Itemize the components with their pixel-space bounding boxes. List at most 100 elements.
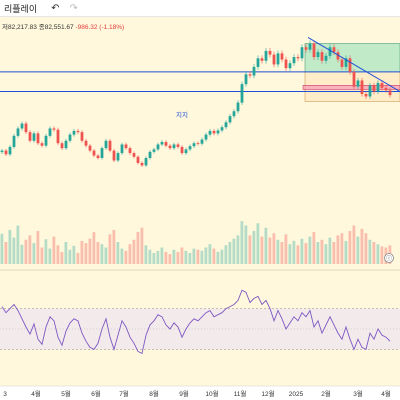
candle bbox=[192, 143, 196, 147]
x-tick-label: 4월 bbox=[381, 389, 391, 398]
volume-bar bbox=[172, 249, 176, 264]
x-tick-label: 6월 bbox=[91, 389, 101, 398]
candle bbox=[228, 116, 232, 123]
candle bbox=[220, 127, 224, 131]
candle bbox=[200, 139, 204, 144]
redo-icon[interactable]: ↷ bbox=[69, 2, 78, 14]
candle bbox=[376, 82, 380, 92]
volume-bar bbox=[300, 238, 304, 264]
candle bbox=[360, 80, 364, 94]
volume-bar bbox=[272, 233, 276, 264]
volume-bar bbox=[60, 251, 64, 264]
x-tick-label: 7월 bbox=[119, 389, 129, 398]
close-value: 82,551.67 bbox=[44, 24, 74, 31]
volume-bar bbox=[360, 228, 364, 264]
candle bbox=[364, 94, 368, 97]
candle bbox=[28, 132, 32, 141]
candle bbox=[44, 135, 48, 146]
x-axis: 3 4월 5월 6월 7월 8월 9월 10월 11월 12월 2025 2월 3월 4월 bbox=[0, 385, 400, 400]
candle bbox=[348, 58, 352, 72]
candle bbox=[316, 52, 320, 58]
candle bbox=[356, 80, 360, 87]
candle bbox=[232, 111, 236, 117]
undo-icon[interactable]: ↶ bbox=[51, 2, 60, 14]
candle bbox=[4, 150, 8, 155]
candle bbox=[172, 144, 176, 149]
candle bbox=[100, 148, 104, 158]
x-tick-label: 3월 bbox=[353, 389, 363, 398]
candle bbox=[332, 47, 336, 53]
volume-bar bbox=[52, 236, 56, 264]
candle bbox=[108, 140, 112, 151]
candle bbox=[180, 146, 184, 154]
volume-bar bbox=[148, 249, 152, 264]
volume-bar bbox=[196, 249, 200, 264]
volume-bar bbox=[208, 244, 212, 264]
volume-bar bbox=[48, 248, 52, 264]
volume-bar bbox=[104, 247, 108, 264]
volume-bar bbox=[380, 246, 384, 264]
x-tick-label: 9월 bbox=[179, 389, 189, 398]
volume-bar bbox=[56, 245, 60, 264]
volume-bar bbox=[220, 249, 224, 264]
volume-bar bbox=[24, 239, 28, 264]
close-label: 종 bbox=[38, 24, 45, 31]
trendline-down bbox=[307, 36, 400, 92]
volume-bar bbox=[20, 244, 24, 264]
candle bbox=[76, 130, 80, 133]
candle bbox=[104, 140, 108, 149]
candle bbox=[244, 74, 248, 85]
rsi-pane bbox=[0, 269, 400, 355]
volume-bar bbox=[92, 232, 96, 264]
volume-bar bbox=[168, 254, 172, 264]
candle bbox=[204, 134, 208, 140]
trendlines bbox=[0, 36, 400, 92]
volume-bars bbox=[0, 221, 392, 264]
pink-range-box bbox=[302, 85, 400, 90]
volume-bar bbox=[328, 237, 332, 264]
candle bbox=[296, 57, 300, 59]
candle bbox=[224, 122, 228, 128]
candle bbox=[152, 149, 156, 152]
x-tick-label: 11월 bbox=[234, 389, 247, 398]
alert-icon-glyph: ⓘ bbox=[386, 255, 392, 263]
alert-icon[interactable] bbox=[384, 253, 394, 263]
candle bbox=[168, 145, 172, 149]
candle bbox=[304, 47, 308, 50]
volume-bar bbox=[12, 237, 16, 264]
candle bbox=[20, 123, 24, 129]
volume-bar bbox=[356, 236, 360, 264]
volume-bar bbox=[308, 236, 312, 264]
candle bbox=[52, 128, 56, 130]
volume-bar bbox=[304, 243, 308, 264]
x-tick-label: 3 bbox=[3, 391, 7, 398]
candle bbox=[324, 55, 328, 61]
candle bbox=[288, 63, 292, 69]
volume-bar bbox=[28, 235, 32, 264]
replay-button[interactable]: 리플레이 bbox=[4, 3, 38, 14]
candle bbox=[384, 87, 388, 91]
volume-bar bbox=[84, 243, 88, 264]
candle bbox=[188, 146, 192, 150]
volume-bar bbox=[336, 235, 340, 264]
candle bbox=[136, 156, 140, 163]
volume-bar bbox=[68, 249, 72, 264]
volume-bar bbox=[124, 250, 128, 264]
volume-bar bbox=[36, 231, 40, 264]
x-tick-label: 5월 bbox=[61, 389, 71, 398]
volume-bar bbox=[260, 236, 264, 264]
volume-bar bbox=[152, 253, 156, 264]
volume-bar bbox=[212, 248, 216, 264]
candle bbox=[84, 140, 88, 146]
x-axis-bg bbox=[0, 386, 400, 400]
volume-bar bbox=[232, 238, 236, 264]
candles bbox=[0, 40, 392, 167]
candle bbox=[248, 74, 252, 76]
candle bbox=[264, 50, 268, 61]
candle bbox=[380, 82, 384, 88]
candle bbox=[368, 85, 372, 97]
candle bbox=[336, 52, 340, 60]
candle bbox=[260, 58, 264, 61]
candle bbox=[88, 145, 92, 151]
